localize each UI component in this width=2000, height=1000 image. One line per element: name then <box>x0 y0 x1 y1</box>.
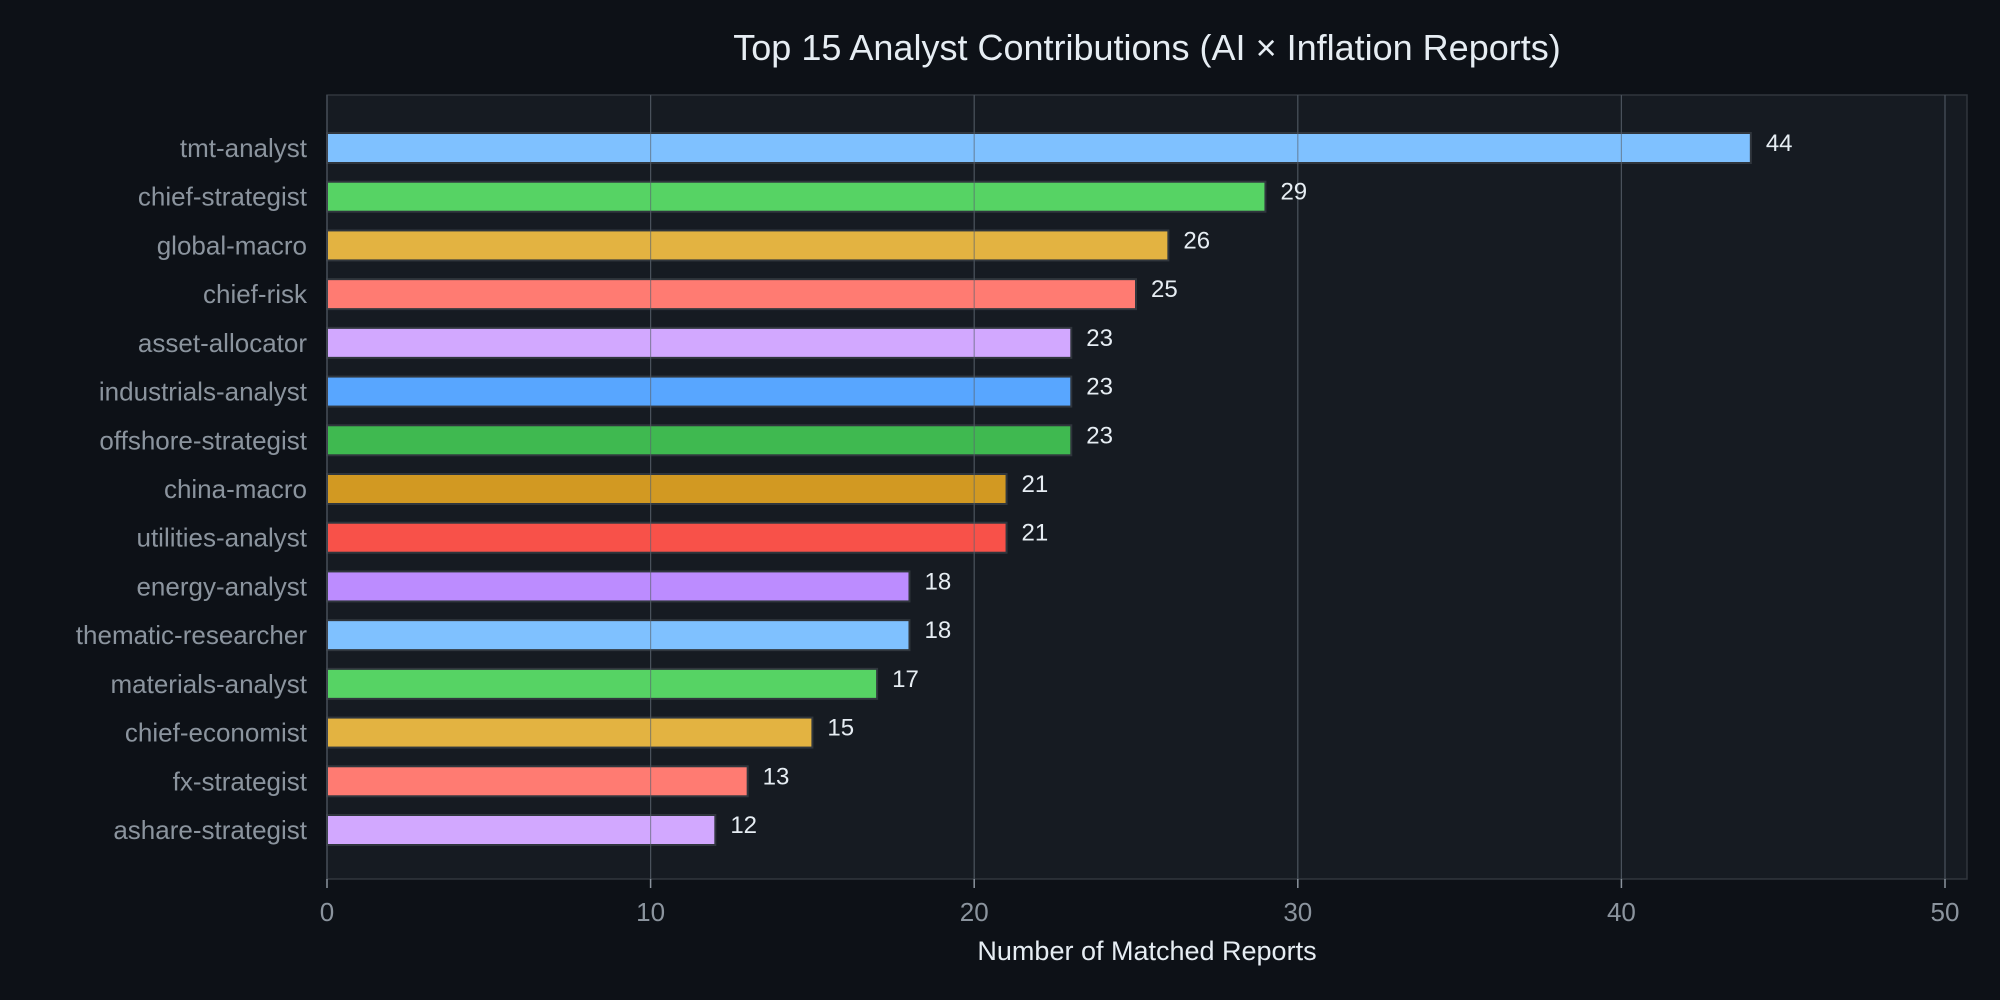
y-tick-label-tmt-analyst: tmt-analyst <box>180 133 308 163</box>
y-tick-label-utilities-analyst: utilities-analyst <box>136 523 307 553</box>
y-tick-label-global-macro: global-macro <box>157 230 307 260</box>
y-tick-label-energy-analyst: energy-analyst <box>136 571 307 601</box>
bar-chief-economist <box>326 716 814 749</box>
bar-asset-allocator <box>326 326 1073 359</box>
value-label-asset-allocator: 23 <box>1086 325 1113 352</box>
bar-global-macro <box>326 229 1170 262</box>
chart-title: Top 15 Analyst Contributions (AI × Infla… <box>733 27 1560 68</box>
bar-industrials-analyst <box>326 375 1073 408</box>
y-tick-label-ashare-strategist: ashare-strategist <box>113 815 307 845</box>
bar-ashare-strategist <box>326 814 717 846</box>
bar-thematic-researcher <box>326 619 911 652</box>
y-tick-label-thematic-researcher: thematic-researcher <box>76 620 308 650</box>
value-label-materials-analyst: 17 <box>892 666 919 693</box>
bar-fx-strategist <box>326 765 749 798</box>
value-label-offshore-strategist: 23 <box>1086 422 1113 449</box>
bar-chief-risk <box>326 278 1137 311</box>
x-tick-label: 50 <box>1931 897 1960 927</box>
value-label-tmt-analyst: 44 <box>1766 130 1793 157</box>
grid-lines-overlay <box>326 95 1946 879</box>
x-tick-label: 0 <box>320 897 334 927</box>
x-tick-labels: 0 10 20 30 40 50 <box>320 879 1960 927</box>
value-label-ashare-strategist: 12 <box>730 812 757 839</box>
bar-materials-analyst <box>326 667 879 700</box>
x-tick-label: 10 <box>636 897 665 927</box>
bar-tmt-analyst <box>326 132 1752 164</box>
y-tick-labels: tmt-analyst chief-strategist global-macro c… <box>76 133 308 845</box>
y-tick-label-offshore-strategist: offshore-strategist <box>99 425 307 455</box>
value-label-china-macro: 21 <box>1022 471 1049 498</box>
x-tick-label: 20 <box>960 897 989 927</box>
value-label-thematic-researcher: 18 <box>924 617 951 644</box>
value-label-chief-economist: 15 <box>827 715 854 742</box>
y-tick-label-chief-strategist: chief-strategist <box>138 182 308 212</box>
x-tick-label: 40 <box>1607 897 1636 927</box>
bar-china-macro <box>326 473 1008 505</box>
bar-utilities-analyst <box>326 521 1008 554</box>
value-label-global-macro: 26 <box>1183 227 1210 254</box>
bars <box>326 132 1752 846</box>
y-tick-label-chief-risk: chief-risk <box>203 279 308 309</box>
bar-offshore-strategist <box>326 424 1073 457</box>
bar-chief-strategist <box>326 180 1267 213</box>
bar-energy-analyst <box>326 570 911 603</box>
value-label-chief-risk: 25 <box>1151 276 1178 303</box>
y-tick-label-china-macro: china-macro <box>164 474 307 504</box>
value-label-fx-strategist: 13 <box>763 763 790 790</box>
y-tick-label-chief-economist: chief-economist <box>125 718 308 748</box>
value-label-energy-analyst: 18 <box>924 568 951 595</box>
y-tick-label-asset-allocator: asset-allocator <box>138 328 307 358</box>
value-label-chief-strategist: 29 <box>1280 179 1307 206</box>
x-axis-label: Number of Matched Reports <box>977 936 1316 966</box>
value-label-utilities-analyst: 21 <box>1022 520 1049 547</box>
x-tick-label: 30 <box>1283 897 1312 927</box>
y-tick-label-fx-strategist: fx-strategist <box>173 766 308 796</box>
y-tick-label-industrials-analyst: industrials-analyst <box>99 377 308 407</box>
value-label-industrials-analyst: 23 <box>1086 374 1113 401</box>
y-tick-label-materials-analyst: materials-analyst <box>110 669 307 699</box>
